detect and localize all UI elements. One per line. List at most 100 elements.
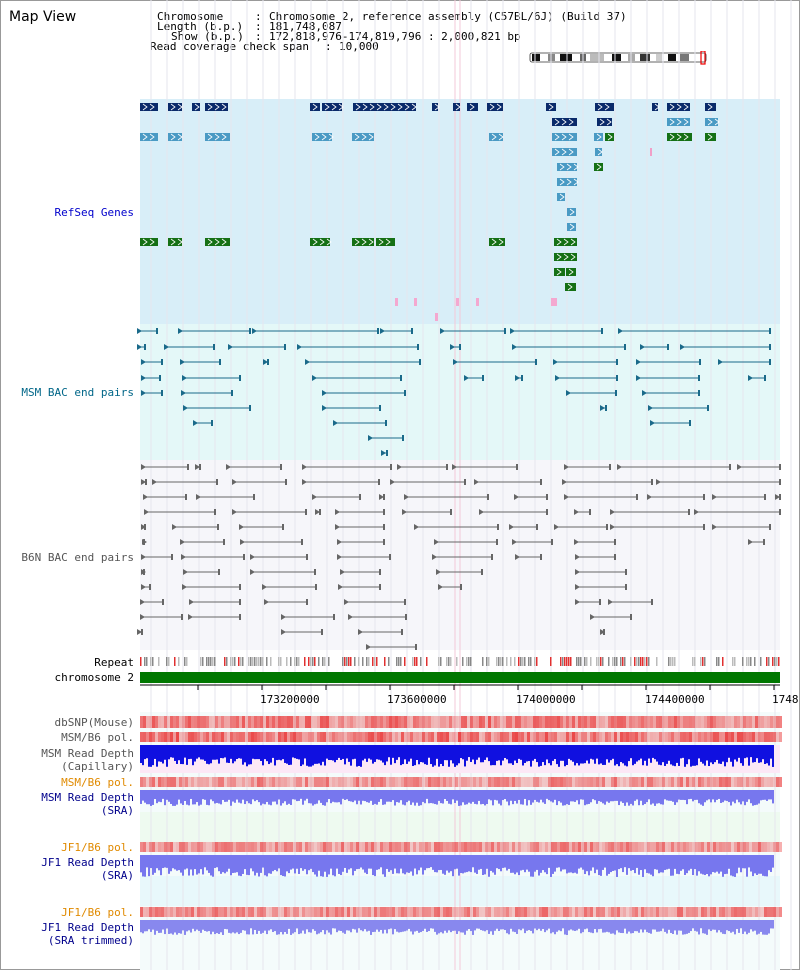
read-depth-bar (618, 745, 620, 767)
read-depth-bar (560, 790, 562, 803)
heat-cell (554, 777, 557, 787)
read-depth-bar (596, 920, 598, 933)
gene-arrow (355, 103, 361, 111)
track-label-msm-bac[interactable]: MSM BAC end pairs (21, 386, 134, 399)
repeat-mark (608, 657, 610, 666)
read-depth-bar (518, 855, 520, 876)
read-depth-bar (166, 920, 168, 929)
read-depth-bar (710, 790, 712, 803)
read-depth-bar (148, 920, 150, 930)
heat-cell (590, 732, 593, 742)
read-depth-bar (300, 745, 302, 767)
repeat-mark (426, 657, 428, 666)
read-depth-bar (768, 855, 770, 871)
heat-cell (488, 777, 491, 787)
heat-cell (212, 777, 215, 787)
read-depth-bar (756, 855, 758, 875)
read-depth-bar (664, 790, 666, 800)
heat-cell (422, 777, 425, 787)
b6n-bac-pair-marker (651, 479, 653, 485)
heat-cell (461, 777, 464, 787)
read-depth-bar (424, 745, 426, 765)
heat-cell (296, 777, 299, 787)
b6n-bac-pair-marker (600, 629, 605, 635)
repeat-mark (366, 657, 368, 666)
read-depth-bar (314, 920, 316, 931)
heat-cell (431, 732, 434, 742)
read-depth-bar (170, 790, 172, 804)
read-depth-bar (580, 855, 582, 868)
repeat-mark (174, 657, 176, 666)
track-label-b6n-bac[interactable]: B6N BAC end pairs (21, 551, 134, 564)
repeat-mark (168, 657, 170, 666)
read-depth-bar (158, 920, 160, 933)
read-depth-bar (236, 855, 238, 873)
read-depth-bar (246, 790, 248, 802)
repeat-mark (212, 657, 214, 666)
read-depth-bar (544, 855, 546, 873)
heat-cell (284, 777, 287, 787)
read-depth-bar (148, 855, 150, 877)
heat-cell (278, 907, 281, 917)
read-depth-bar (192, 745, 194, 766)
read-depth-bar (726, 855, 728, 874)
heat-cell (680, 732, 683, 742)
read-depth-bar (428, 920, 430, 932)
heat-cell (299, 732, 302, 742)
read-depth-bar (606, 855, 608, 876)
heat-cell (497, 842, 500, 852)
heat-cell (596, 777, 599, 787)
heat-cell (746, 777, 749, 787)
heat-cell (326, 732, 329, 742)
read-depth-bar (142, 855, 144, 877)
chromosome-ideogram[interactable] (528, 51, 713, 65)
read-depth-bar (440, 855, 442, 870)
read-depth-bar (160, 745, 162, 762)
heat-cell (548, 907, 551, 917)
b6n-bac-pair-marker (281, 629, 286, 635)
read-depth-bar (620, 920, 622, 933)
heat-cell (551, 716, 554, 728)
repeat-mark (600, 657, 602, 666)
b6n-bac-pair-marker (264, 599, 269, 605)
read-depth-bar (302, 745, 304, 765)
heat-cell (662, 842, 665, 852)
heat-cell (413, 732, 416, 742)
read-depth-bar (334, 745, 336, 763)
read-depth-bar (144, 855, 146, 877)
refseq-gene (546, 103, 556, 111)
heat-cell (428, 777, 431, 787)
heat-cell (455, 842, 458, 852)
read-depth-bar (438, 855, 440, 871)
read-depth-bar (772, 855, 774, 868)
heat-cell (491, 907, 494, 917)
track-label-msm-read-depth-cap-1: MSM Read Depth (41, 747, 134, 760)
heat-cell (638, 777, 641, 787)
read-depth-bar (480, 855, 482, 869)
read-depth-bar (238, 855, 240, 876)
read-depth-bar (520, 855, 522, 871)
heat-cell (215, 777, 218, 787)
track-label-refseq[interactable]: RefSeq Genes (54, 206, 134, 219)
read-depth-bar (174, 790, 176, 806)
read-depth-bar (548, 920, 550, 929)
read-depth-bar (594, 745, 596, 764)
b6n-bac-pair-marker (383, 539, 385, 545)
heat-cell (656, 732, 659, 742)
read-depth-bar (582, 745, 584, 764)
heat-cell (371, 777, 374, 787)
heat-cell (266, 842, 269, 852)
heat-cell (701, 716, 704, 728)
read-depth-bar (730, 920, 732, 933)
read-depth-bar (368, 745, 370, 759)
heat-cell (203, 842, 206, 852)
msm-bac-pair-marker (380, 328, 385, 334)
read-depth-bar (206, 790, 208, 805)
read-depth-bar (218, 745, 220, 764)
read-depth-bar (746, 920, 748, 935)
b6n-bac-pair-marker (143, 539, 145, 545)
b6n-bac-pair-marker (514, 494, 519, 500)
read-depth-bar (712, 920, 714, 930)
repeat-mark (150, 657, 152, 666)
